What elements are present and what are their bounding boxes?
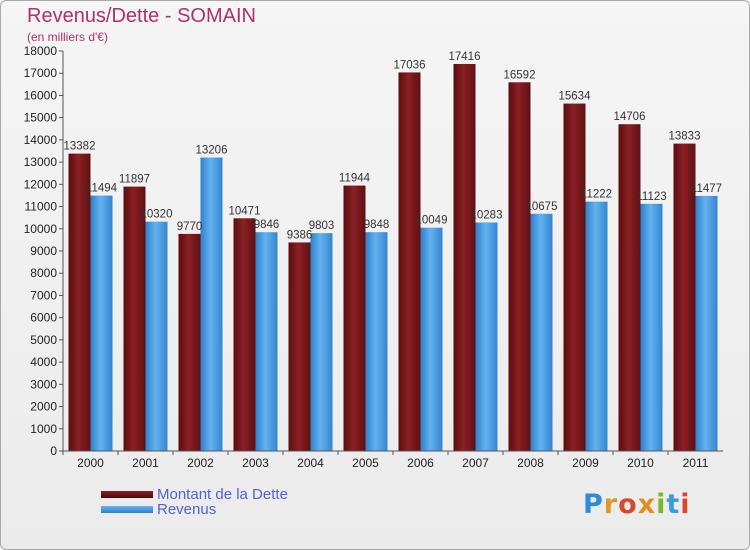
- bar-dette: [233, 218, 256, 451]
- data-label: 9770: [177, 221, 203, 233]
- bar-dette: [68, 153, 91, 451]
- chart-title: Revenus/Dette - SOMAIN: [27, 5, 256, 27]
- data-label: 16592: [504, 69, 536, 81]
- data-label: 11477: [691, 183, 722, 195]
- logo-letter: o: [618, 489, 638, 520]
- bar-dette: [673, 143, 696, 451]
- data-label: 13206: [196, 145, 228, 157]
- logo-letter: t: [666, 489, 681, 520]
- y-tick-label: 8000: [30, 266, 57, 280]
- y-tick-label: 11000: [25, 200, 58, 214]
- y-tick-label: 18000: [24, 44, 58, 58]
- legend: Montant de la Dette Revenus: [101, 487, 288, 517]
- data-label: 10320: [141, 209, 173, 221]
- bar-revenus: [255, 232, 278, 451]
- data-label: 11494: [86, 183, 118, 195]
- y-tick-label: 10000: [24, 222, 58, 236]
- logo-letter: i: [656, 489, 667, 520]
- bar-revenus: [365, 232, 388, 451]
- legend-label-revenus: Revenus: [157, 501, 217, 518]
- bar-revenus: [475, 222, 498, 451]
- x-tick-label: 2007: [462, 456, 489, 470]
- data-label: 15634: [559, 91, 592, 103]
- x-tick-label: 2009: [572, 456, 599, 470]
- bar-dette: [618, 124, 641, 451]
- x-tick-label: 2006: [407, 456, 434, 470]
- x-tick-label: 2008: [517, 456, 544, 470]
- data-label: 17416: [449, 51, 481, 63]
- bar-dette: [288, 242, 311, 451]
- data-label: 11222: [581, 189, 612, 201]
- data-label: 17036: [394, 59, 426, 71]
- data-label: 10471: [229, 205, 261, 217]
- bar-revenus: [90, 195, 113, 451]
- chart-subtitle: (en milliers d'€): [27, 30, 108, 44]
- y-tick-label: 2000: [30, 400, 57, 414]
- y-tick-label: 5000: [30, 333, 57, 347]
- y-tick-label: 0: [50, 444, 57, 458]
- y-tick-label: 1000: [30, 422, 57, 436]
- y-tick-label: 16000: [24, 88, 58, 102]
- bar-dette: [398, 72, 421, 451]
- x-tick-label: 2010: [627, 456, 654, 470]
- y-tick-label: 6000: [30, 311, 57, 325]
- data-label: 9848: [364, 219, 390, 231]
- data-label: 9386: [287, 229, 313, 241]
- y-tick-label: 4000: [30, 355, 57, 369]
- data-label: 10675: [526, 201, 558, 213]
- y-tick-label: 3000: [30, 377, 57, 391]
- legend-swatch-revenus: [101, 506, 153, 513]
- bar-revenus: [420, 227, 443, 451]
- bar-revenus: [200, 157, 223, 452]
- bar-dette: [508, 82, 531, 452]
- data-label: 9846: [254, 219, 280, 231]
- bar-revenus: [695, 195, 718, 451]
- data-label: 11123: [636, 191, 666, 203]
- logo-letter: P: [583, 489, 604, 520]
- bar-revenus: [585, 201, 608, 451]
- y-tick-label: 15000: [24, 111, 58, 125]
- data-label: 11944: [339, 173, 371, 185]
- bar-dette: [123, 186, 146, 451]
- bar-dette: [563, 103, 586, 452]
- x-tick-label: 2011: [683, 456, 709, 470]
- x-tick-label: 2004: [297, 456, 324, 470]
- bar-revenus: [530, 213, 553, 451]
- bar-revenus: [310, 233, 333, 451]
- data-label: 10049: [416, 215, 448, 227]
- data-label: 13833: [669, 131, 701, 143]
- bar-dette: [343, 185, 366, 452]
- data-label: 9803: [309, 220, 335, 232]
- y-tick-label: 12000: [24, 177, 58, 191]
- bar-dette: [453, 63, 476, 451]
- logo-letter: r: [603, 489, 619, 520]
- legend-item-dette: Montant de la Dette: [101, 487, 288, 502]
- legend-swatch-dette: [101, 491, 153, 498]
- x-tick-label: 2005: [352, 456, 379, 470]
- legend-label-dette: Montant de la Dette: [157, 486, 288, 503]
- x-tick-label: 2003: [242, 456, 269, 470]
- y-tick-label: 14000: [24, 133, 58, 147]
- y-tick-label: 13000: [24, 155, 58, 169]
- data-label: 14706: [614, 111, 646, 123]
- logo-letter: i: [680, 489, 691, 520]
- x-tick-label: 2000: [77, 456, 104, 470]
- data-label: 10283: [471, 209, 503, 221]
- proxiti-logo: Proxiti: [583, 489, 691, 520]
- x-tick-label: 2002: [187, 456, 214, 470]
- bar-revenus: [640, 203, 663, 451]
- legend-item-revenus: Revenus: [101, 502, 288, 517]
- y-tick-label: 9000: [30, 244, 57, 258]
- bar-revenus: [145, 221, 168, 451]
- y-tick-label: 17000: [24, 66, 58, 80]
- data-label: 13382: [64, 141, 96, 153]
- logo-letter: x: [637, 489, 657, 520]
- x-tick-label: 2001: [132, 456, 159, 470]
- data-label: 11897: [119, 174, 150, 186]
- bar-dette: [178, 233, 201, 451]
- y-tick-label: 7000: [30, 288, 57, 302]
